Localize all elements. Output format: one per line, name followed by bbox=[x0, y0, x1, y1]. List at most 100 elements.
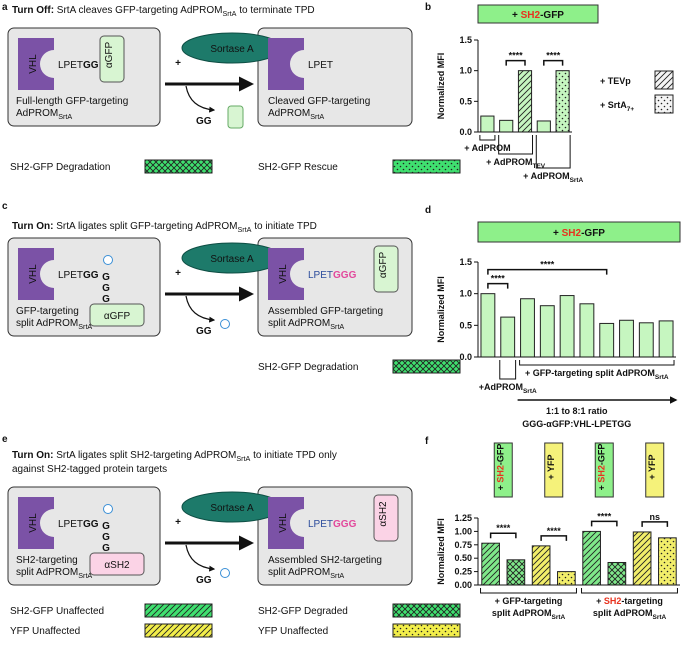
caption: split AdPROMSrtA bbox=[16, 567, 92, 580]
text-run: Cleaved GFP-targeting bbox=[268, 96, 370, 107]
bar bbox=[520, 298, 535, 358]
text-run: + AdPROM bbox=[464, 143, 510, 153]
significance-label: **** bbox=[496, 523, 511, 533]
vhl-shape bbox=[268, 248, 304, 300]
group-bracket bbox=[581, 588, 678, 594]
text-run: Turn Off: bbox=[12, 5, 54, 16]
bar bbox=[599, 322, 615, 358]
text-run: GGG-αGFP:VHL-LPETGG bbox=[522, 419, 631, 429]
significance-label: **** bbox=[597, 511, 612, 521]
panel-letter: a bbox=[2, 2, 8, 13]
legend-swatch bbox=[392, 159, 461, 174]
y-axis-label: Normalized MFI bbox=[436, 276, 446, 343]
binder-label: αSH2 bbox=[378, 501, 389, 527]
group-label: + GFP-targeting split AdPROMSrtA bbox=[525, 368, 669, 381]
text-run: SrtA bbox=[58, 112, 72, 121]
panel-title: Turn Off: SrtA cleaves GFP-targeting AdP… bbox=[12, 5, 315, 18]
text-run: + YFP bbox=[647, 454, 657, 479]
binder-label: αGFP bbox=[378, 252, 389, 279]
text-run: Assembled GFP-targeting bbox=[268, 306, 383, 317]
bar bbox=[607, 561, 627, 586]
text-run: split AdPROM bbox=[16, 567, 78, 578]
text-run: SrtA ligates split SH2-targeting AdPROM bbox=[53, 450, 236, 461]
caption: Cleaved GFP-targeting bbox=[268, 96, 370, 107]
release-arrow bbox=[185, 85, 216, 113]
text-run: SrtA bbox=[330, 571, 344, 580]
legend-label: SH2-GFP Rescue bbox=[258, 162, 338, 173]
y-tick-label: 0.25 bbox=[454, 567, 472, 577]
bar bbox=[500, 316, 516, 358]
chart-title-box bbox=[477, 4, 599, 24]
text-run: SrtA cleaves GFP-targeting AdPROM bbox=[54, 5, 222, 16]
text-run: TEV bbox=[533, 163, 546, 170]
group-bracket bbox=[499, 360, 517, 380]
text-run: -GFP bbox=[581, 228, 605, 239]
legend-label: SH2-GFP Degradation bbox=[258, 362, 358, 373]
vhl-shape bbox=[18, 38, 54, 90]
text-run: split AdPROM bbox=[268, 318, 330, 329]
vhl-shape bbox=[268, 38, 304, 90]
linker-loop bbox=[103, 504, 113, 514]
text-run: GFP-targeting bbox=[16, 306, 79, 317]
group-bracket bbox=[498, 135, 534, 155]
bar bbox=[531, 545, 551, 586]
text-run: Assembled SH2-targeting bbox=[268, 555, 382, 566]
note: GGG-αGFP:VHL-LPETGG bbox=[522, 419, 631, 429]
binder-label: αGFP bbox=[104, 311, 131, 322]
bar bbox=[557, 571, 576, 586]
linker-loop bbox=[220, 319, 230, 329]
text-run: GGG bbox=[333, 519, 357, 530]
bar bbox=[632, 531, 652, 586]
y-tick-label: 0.0 bbox=[459, 352, 472, 362]
text-run: +AdPROM bbox=[479, 382, 523, 392]
text-run: split AdPROM bbox=[593, 608, 653, 618]
y-tick-label: 1.0 bbox=[459, 289, 472, 299]
motif: LPETGG bbox=[58, 519, 99, 530]
text-run: + GFP-targeting split AdPROM bbox=[525, 368, 655, 378]
text-run: LPET bbox=[308, 60, 333, 71]
text-run: split AdPROM bbox=[268, 567, 330, 578]
motif: LPETGG bbox=[58, 270, 99, 281]
bar bbox=[506, 559, 526, 586]
text-run: SH2 bbox=[495, 465, 505, 483]
group-label: split AdPROMSrtA bbox=[593, 608, 667, 621]
bar bbox=[559, 295, 575, 358]
condition-label: + SH2-GFP bbox=[495, 444, 505, 491]
text-run: GG bbox=[83, 60, 99, 71]
panel-letter: c bbox=[2, 201, 8, 212]
group-label: split AdPROMSrtA bbox=[492, 608, 566, 621]
condition-box bbox=[645, 442, 665, 498]
text-run: + bbox=[495, 483, 505, 491]
text-run: SrtA bbox=[310, 112, 324, 121]
significance-bracket bbox=[487, 282, 509, 289]
text-run: + bbox=[596, 483, 606, 491]
text-run: + TEVp bbox=[600, 76, 631, 86]
linker-loop bbox=[103, 255, 113, 265]
significance-bracket bbox=[540, 535, 568, 541]
text-run: SrtA bbox=[236, 454, 250, 463]
bar bbox=[539, 305, 555, 358]
panel-letter: f bbox=[425, 436, 429, 447]
group-label: + AdPROM bbox=[464, 143, 510, 153]
text-run: to initiate TPD only bbox=[250, 450, 337, 461]
bar bbox=[536, 120, 551, 133]
text-run: SH2-targeting bbox=[16, 555, 78, 566]
vhl-label: VHL bbox=[28, 54, 39, 74]
y-tick-label: 0.5 bbox=[459, 96, 472, 106]
legend-label: YFP Unaffected bbox=[10, 626, 80, 637]
significance-label: **** bbox=[540, 260, 555, 270]
state-box bbox=[257, 27, 413, 127]
bar bbox=[638, 322, 654, 358]
significance-bracket bbox=[487, 268, 608, 275]
panel-letter: e bbox=[2, 434, 8, 445]
text-run: + bbox=[553, 228, 562, 239]
bar bbox=[619, 319, 634, 358]
byproduct: GG bbox=[196, 116, 212, 127]
text-run: Full-length GFP-targeting bbox=[16, 96, 128, 107]
bar bbox=[579, 303, 595, 358]
byproduct: GG bbox=[196, 326, 212, 337]
vhl-label: VHL bbox=[28, 264, 39, 284]
text-run: + AdPROM bbox=[523, 171, 569, 181]
legend-label: + TEVp bbox=[600, 76, 631, 86]
